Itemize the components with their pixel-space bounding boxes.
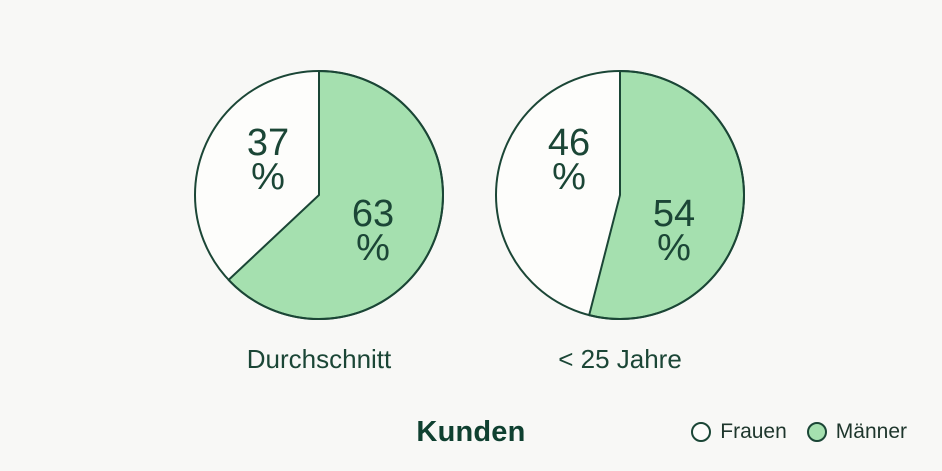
chart-title: Kunden: [416, 416, 526, 448]
slice-value-label: 63: [352, 193, 394, 235]
pie-caption-unter-25-jahre: < 25 Jahre: [558, 344, 682, 374]
slice-unit-label: %: [657, 227, 691, 269]
slice-value-label: 37: [247, 122, 289, 164]
pie-outline: [495, 70, 745, 320]
pie-caption-durchschnitt: Durchschnitt: [246, 344, 392, 374]
legend-label-frauen: Frauen: [720, 420, 787, 443]
pie-chart-durchschnitt: 37%63%: [194, 70, 445, 320]
legend-item-frauen: Frauen: [691, 420, 787, 444]
slice-unit-label: %: [356, 227, 390, 269]
slice-unit-label: %: [552, 156, 586, 198]
slice-value-label: 46: [548, 122, 590, 164]
pie-outline: [194, 70, 444, 320]
legend-label-maenner: Männer: [835, 420, 907, 443]
maenner-swatch-icon: [806, 422, 827, 442]
pie-chart-unter-25-jahre: 46%54%: [495, 70, 745, 320]
legend: Frauen Männer: [691, 416, 907, 448]
slice-value-label: 54: [653, 193, 695, 235]
legend-item-maenner: Männer: [806, 420, 907, 444]
slice-unit-label: %: [251, 156, 285, 198]
frauen-swatch-icon: [691, 422, 712, 442]
